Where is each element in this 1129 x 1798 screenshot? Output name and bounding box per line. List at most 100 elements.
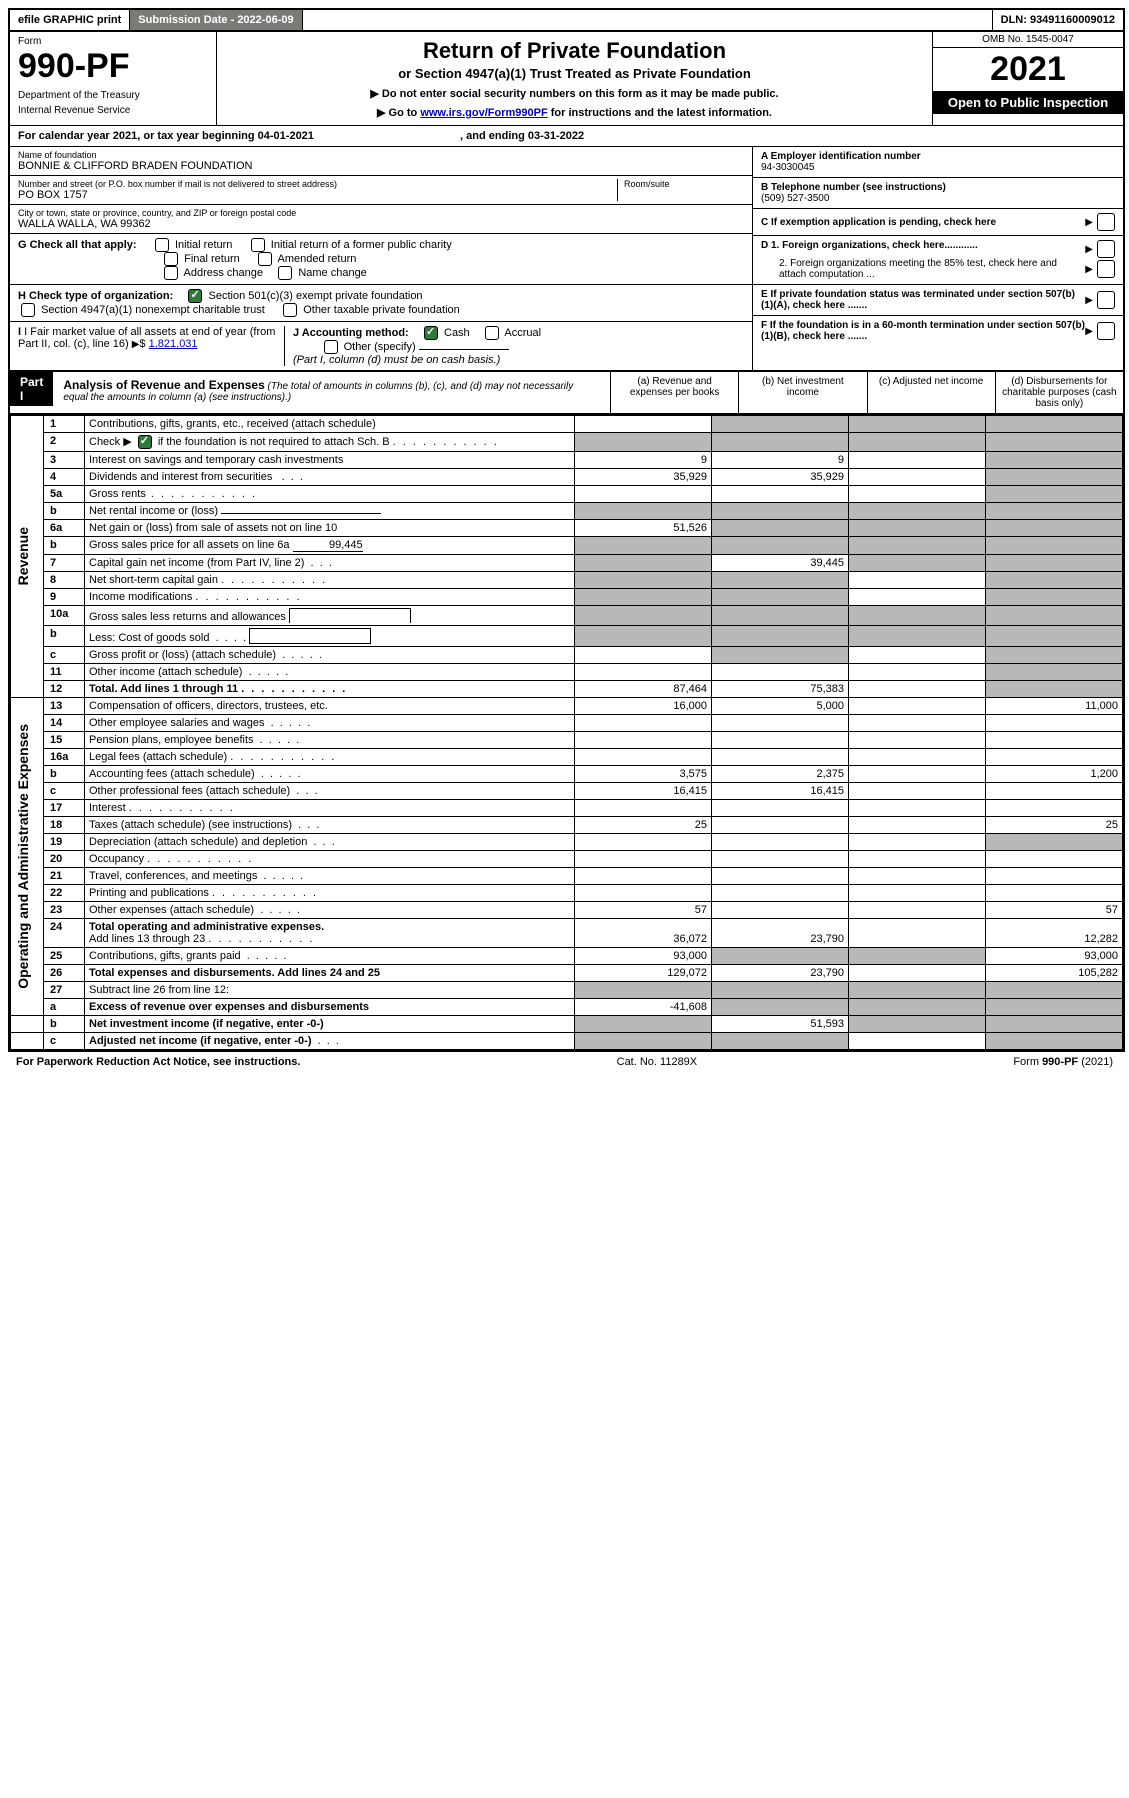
footer-left: For Paperwork Reduction Act Notice, see …: [16, 1056, 300, 1068]
ein-cell: A Employer identification number 94-3030…: [753, 147, 1123, 178]
table-row: 2 Check ▶ if the foundation is not requi…: [11, 433, 1123, 452]
d1-label: D 1. Foreign organizations, check here..…: [761, 240, 978, 258]
table-row: b Less: Cost of goods sold . . . .: [11, 626, 1123, 647]
note2-pre: ▶ Go to: [377, 107, 420, 119]
table-row: 17 Interest: [11, 800, 1123, 817]
checkbox-e[interactable]: [1097, 291, 1115, 309]
form-title: Return of Private Foundation: [227, 38, 922, 64]
opt-name: Name change: [298, 267, 367, 279]
line-desc: Check ▶ if the foundation is not require…: [85, 433, 575, 452]
fmv-value[interactable]: 1,821,031: [149, 338, 198, 350]
arrow-icon: [132, 338, 140, 350]
opt-final: Final return: [184, 253, 240, 265]
section-i-j: I I Fair market value of all assets at e…: [10, 322, 752, 370]
opt-4947: Section 4947(a)(1) nonexempt charitable …: [41, 304, 265, 316]
section-j: J Accounting method: Cash Accrual Other …: [285, 326, 744, 366]
table-row: c Other professional fees (attach schedu…: [11, 783, 1123, 800]
header-center: Return of Private Foundation or Section …: [217, 32, 932, 125]
part1-header-row: Part I Analysis of Revenue and Expenses …: [10, 370, 1123, 415]
part1-label: Part I: [10, 372, 53, 406]
calendar-year-line: For calendar year 2021, or tax year begi…: [10, 125, 1123, 146]
phone-value: (509) 527-3500: [761, 193, 829, 204]
f-label: F If the foundation is in a 60-month ter…: [761, 320, 1085, 342]
topbar: efile GRAPHIC print Submission Date - 20…: [10, 10, 1123, 32]
checkbox-schb[interactable]: [138, 435, 152, 449]
checkbox-4947[interactable]: [21, 303, 35, 317]
name-label: Name of foundation: [18, 150, 744, 160]
opt-other-taxable: Other taxable private foundation: [303, 304, 460, 316]
note2-post: for instructions and the latest informat…: [548, 107, 772, 119]
part1-table: Revenue 1 Contributions, gifts, grants, …: [10, 415, 1123, 1050]
a-label: A Employer identification number: [761, 151, 921, 162]
table-row: 21 Travel, conferences, and meetings . .…: [11, 868, 1123, 885]
opt-initial: Initial return: [175, 239, 232, 251]
opt-amended: Amended return: [278, 253, 357, 265]
table-row: 5a Gross rents: [11, 486, 1123, 503]
checkbox-d1[interactable]: [1097, 240, 1115, 258]
i-label: I Fair market value of all assets at end…: [18, 326, 275, 350]
opt-501c3: Section 501(c)(3) exempt private foundat…: [209, 290, 423, 302]
checkbox-501c3[interactable]: [188, 289, 202, 303]
g-label: G Check all that apply:: [18, 239, 137, 251]
table-row: 26 Total expenses and disbursements. Add…: [11, 965, 1123, 982]
arrow-d1: ▶: [1085, 244, 1093, 255]
checkbox-initial-former[interactable]: [251, 238, 265, 252]
opt-initial-former: Initial return of a former public charit…: [271, 239, 452, 251]
checkbox-cash[interactable]: [424, 326, 438, 340]
table-row: 24 Total operating and administrative ex…: [11, 919, 1123, 948]
j-label: J Accounting method:: [293, 327, 409, 339]
tax-year: 2021: [933, 48, 1123, 91]
d2-label: 2. Foreign organizations meeting the 85%…: [779, 258, 1085, 280]
form-word: Form: [18, 36, 208, 47]
line-num: 2: [44, 433, 85, 452]
arrow-e: ▶: [1085, 295, 1093, 306]
footer-right: Form 990-PF (2021): [1013, 1056, 1113, 1068]
checkbox-amended[interactable]: [258, 252, 272, 266]
section-h: H Check type of organization: Section 50…: [10, 285, 752, 322]
checkbox-f[interactable]: [1097, 322, 1115, 340]
c-label: C If exemption application is pending, c…: [761, 217, 996, 228]
table-row: 11 Other income (attach schedule) . . . …: [11, 664, 1123, 681]
table-row: 4 Dividends and interest from securities…: [11, 469, 1123, 486]
d-cell: D 1. Foreign organizations, check here..…: [753, 236, 1123, 285]
info-grid: Name of foundation BONNIE & CLIFFORD BRA…: [10, 146, 1123, 370]
col-d-header: (d) Disbursements for charitable purpose…: [995, 372, 1123, 413]
table-row: 25 Contributions, gifts, grants paid . .…: [11, 948, 1123, 965]
irs-link[interactable]: www.irs.gov/Form990PF: [420, 107, 547, 119]
table-row: 12 Total. Add lines 1 through 11 87,464 …: [11, 681, 1123, 698]
e-cell: E If private foundation status was termi…: [753, 285, 1123, 316]
checkbox-initial-return[interactable]: [155, 238, 169, 252]
checkbox-name-change[interactable]: [278, 266, 292, 280]
part1-left: Part I Analysis of Revenue and Expenses …: [10, 372, 610, 413]
arrow-d2: ▶: [1085, 264, 1093, 275]
cal-mid: , and ending 03-31-2022: [460, 130, 584, 142]
checkbox-final-return[interactable]: [164, 252, 178, 266]
part1-desc: Analysis of Revenue and Expenses (The to…: [53, 372, 610, 409]
j-cash: Cash: [444, 327, 470, 339]
info-left: Name of foundation BONNIE & CLIFFORD BRA…: [10, 147, 752, 370]
j-other: Other (specify): [344, 341, 416, 353]
form-header: Form 990-PF Department of the Treasury I…: [10, 32, 1123, 125]
header-right: OMB No. 1545-0047 2021 Open to Public In…: [932, 32, 1123, 125]
foundation-address: PO BOX 1757: [18, 189, 617, 201]
checkbox-other-taxable[interactable]: [283, 303, 297, 317]
address-cell: Number and street (or P.O. box number if…: [10, 176, 752, 205]
inline-6b: 99,445: [293, 539, 363, 552]
checkbox-c[interactable]: [1097, 213, 1115, 231]
table-row: 15 Pension plans, employee benefits . . …: [11, 732, 1123, 749]
checkbox-address-change[interactable]: [164, 266, 178, 280]
checkbox-accrual[interactable]: [485, 326, 499, 340]
submission-date: Submission Date - 2022-06-09: [130, 10, 302, 30]
foundation-name-cell: Name of foundation BONNIE & CLIFFORD BRA…: [10, 147, 752, 176]
part1-title: Analysis of Revenue and Expenses: [63, 378, 264, 392]
revenue-side-label: Revenue: [11, 416, 44, 698]
table-row: 20 Occupancy: [11, 851, 1123, 868]
table-row: c Gross profit or (loss) (attach schedul…: [11, 647, 1123, 664]
table-row: 8 Net short-term capital gain: [11, 572, 1123, 589]
checkbox-other-method[interactable]: [324, 340, 338, 354]
j-note: (Part I, column (d) must be on cash basi…: [293, 354, 500, 366]
table-row: 27 Subtract line 26 from line 12:: [11, 982, 1123, 999]
room-label: Room/suite: [624, 179, 744, 189]
checkbox-d2[interactable]: [1097, 260, 1115, 278]
dept-irs: Internal Revenue Service: [18, 105, 208, 116]
